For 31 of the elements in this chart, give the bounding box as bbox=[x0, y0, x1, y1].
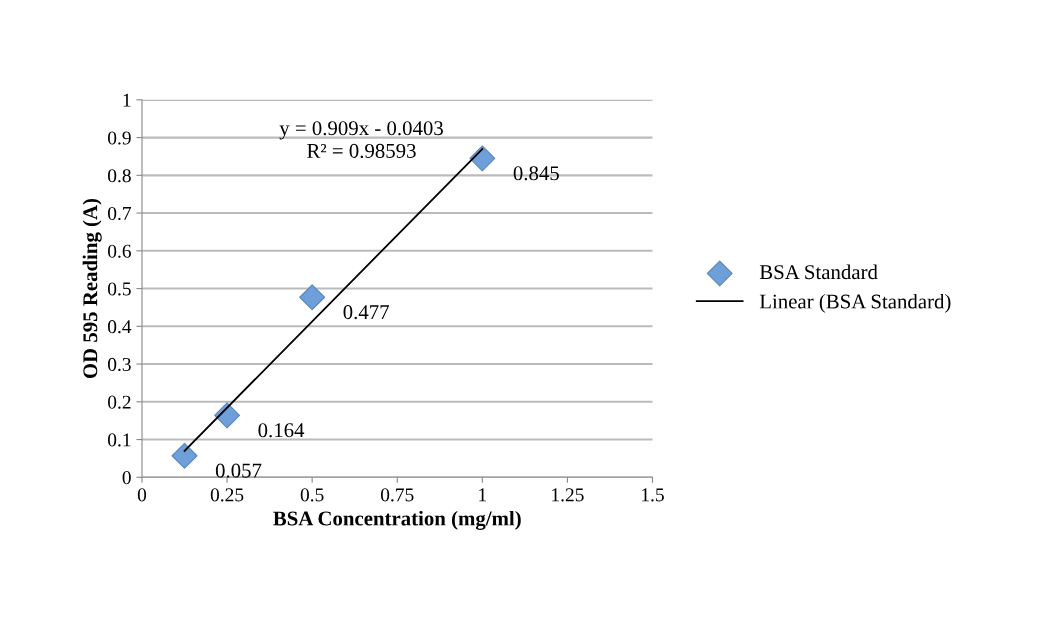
y-tick-label: 0.1 bbox=[108, 433, 131, 447]
x-tick-label: 0.5 bbox=[300, 488, 324, 502]
y-tick-label: 0.6 bbox=[108, 244, 131, 258]
y-tick-label: 0.4 bbox=[108, 320, 132, 334]
x-tick-label: 0.75 bbox=[380, 488, 414, 502]
y-tick-label: 0.5 bbox=[108, 282, 131, 296]
legend-label: BSA Standard bbox=[759, 264, 878, 280]
y-tick-label: 0.7 bbox=[108, 206, 132, 221]
y-tick-label: 0.8 bbox=[108, 169, 131, 183]
data-label: 0.164 bbox=[258, 423, 305, 438]
data-label: 0.845 bbox=[513, 166, 559, 181]
y-tick-label: 0.9 bbox=[108, 131, 131, 145]
x-tick-label: 0.25 bbox=[210, 488, 244, 502]
y-axis-title: OD 595 Reading (A) bbox=[82, 198, 102, 379]
annotation: y = 0.909x - 0.0403 bbox=[279, 121, 443, 140]
x-axis-title: BSA Concentration (mg/ml) bbox=[273, 510, 521, 530]
y-tick-label: 0.3 bbox=[108, 357, 131, 372]
y-tick-label: 0 bbox=[122, 471, 131, 485]
x-tick-label: 1 bbox=[479, 488, 487, 502]
point bbox=[469, 145, 496, 172]
x-tick-label: 0 bbox=[137, 488, 147, 502]
data-label: 0.477 bbox=[343, 305, 389, 320]
x-tick-label: 1.5 bbox=[642, 488, 664, 502]
y-tick-label: 1 bbox=[123, 93, 131, 107]
data-label: 0.057 bbox=[215, 463, 262, 478]
annotation: R² = 0.98593 bbox=[307, 143, 416, 158]
x-tick-label: 1.25 bbox=[552, 488, 584, 502]
legend-label: Linear (BSA Standard) bbox=[759, 293, 951, 313]
point bbox=[171, 442, 198, 469]
y-tick-label: 0.2 bbox=[108, 395, 131, 409]
point bbox=[299, 284, 326, 311]
